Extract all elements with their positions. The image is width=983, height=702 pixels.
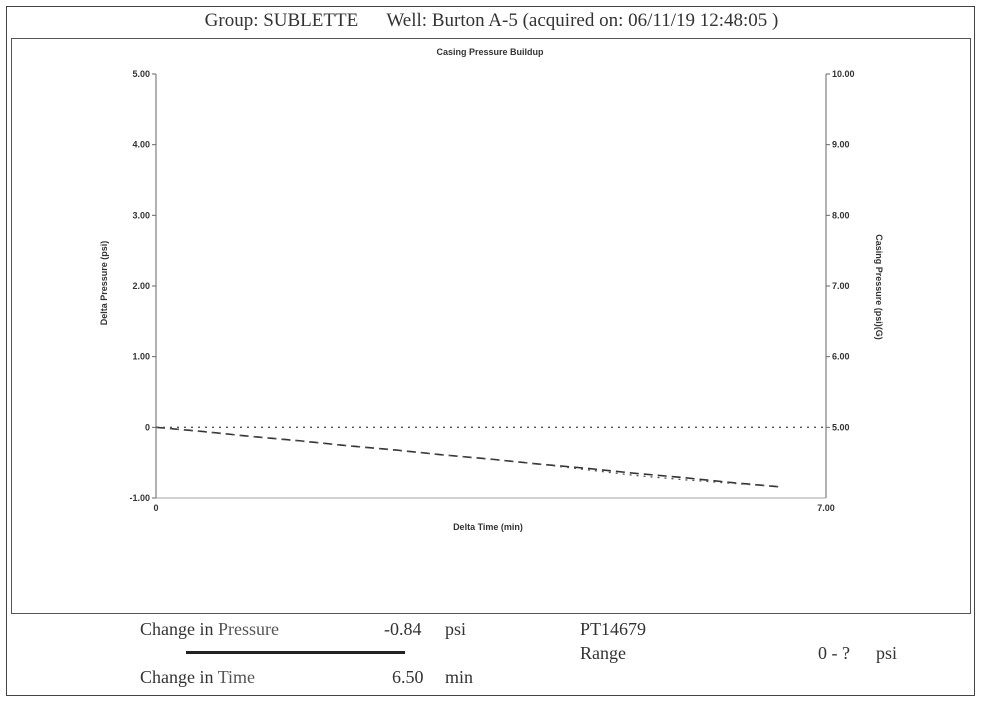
group-value: SUBLETTE bbox=[263, 10, 359, 31]
y2-tick-label: 10.00 bbox=[832, 69, 855, 79]
y2-tick-label: 5.00 bbox=[832, 422, 850, 432]
chart-panel bbox=[11, 38, 971, 614]
range-label: Range bbox=[580, 643, 626, 663]
y-tick-label: 0 bbox=[145, 422, 150, 432]
time-change-unit: min bbox=[445, 667, 474, 687]
y-tick-label: 2.00 bbox=[132, 281, 150, 291]
well-label: Well: bbox=[386, 10, 428, 31]
y-tick-label: 4.00 bbox=[132, 140, 150, 150]
y2-tick-label: 9.00 bbox=[832, 140, 850, 150]
pressure-underline bbox=[186, 651, 405, 654]
gauge-id: PT14679 bbox=[580, 619, 647, 639]
time-change-label: Change in Time bbox=[140, 667, 255, 688]
time-change-word: Change in bbox=[140, 667, 214, 687]
y-axis-label: Delta Pressure (psi) bbox=[99, 241, 109, 326]
y2-tick-label: 6.00 bbox=[832, 352, 850, 362]
time-change-value: 6.50 bbox=[392, 667, 424, 687]
range-value: 0 - ? bbox=[818, 643, 850, 663]
pressure-change-name: Pressure bbox=[218, 619, 279, 639]
y-tick-label: 1.00 bbox=[132, 352, 150, 362]
pressure-change-value: -0.84 bbox=[384, 619, 422, 639]
report-header: Group: SUBLETTE Well: Burton A-5 (acquir… bbox=[0, 10, 983, 32]
well-value: Burton A-5 bbox=[431, 10, 518, 31]
x-axis-label: Delta Time (min) bbox=[453, 522, 523, 532]
time-change-name: Time bbox=[217, 667, 256, 687]
series-line-0 bbox=[155, 426, 779, 488]
x-tick-label: 0 bbox=[153, 503, 158, 513]
group-label: Group: bbox=[204, 10, 259, 31]
x-tick-label: 7.00 bbox=[817, 503, 835, 513]
y-tick-label: -1.00 bbox=[129, 493, 150, 503]
chart-title: Casing Pressure Buildup bbox=[436, 47, 544, 57]
range-unit: psi bbox=[876, 643, 898, 663]
acquired-text: (acquired on: 06/11/19 12:48:05 ) bbox=[522, 10, 779, 31]
y-tick-label: 3.00 bbox=[132, 210, 150, 220]
y2-tick-label: 7.00 bbox=[832, 281, 850, 291]
y2-axis-label: Casing Pressure (psi)(G) bbox=[874, 234, 884, 340]
pressure-change-label: Change in Pressure bbox=[140, 619, 279, 640]
series-line-1 bbox=[155, 426, 779, 488]
y-tick-label: 5.00 bbox=[132, 69, 150, 79]
pressure-change-word: Change in bbox=[140, 619, 214, 639]
y2-tick-label: 8.00 bbox=[832, 210, 850, 220]
pressure-change-unit: psi bbox=[445, 619, 467, 639]
report-frame bbox=[6, 6, 975, 696]
summary-footer: Change in Pressure -0.84 psi PT14679 Ran… bbox=[0, 615, 983, 695]
